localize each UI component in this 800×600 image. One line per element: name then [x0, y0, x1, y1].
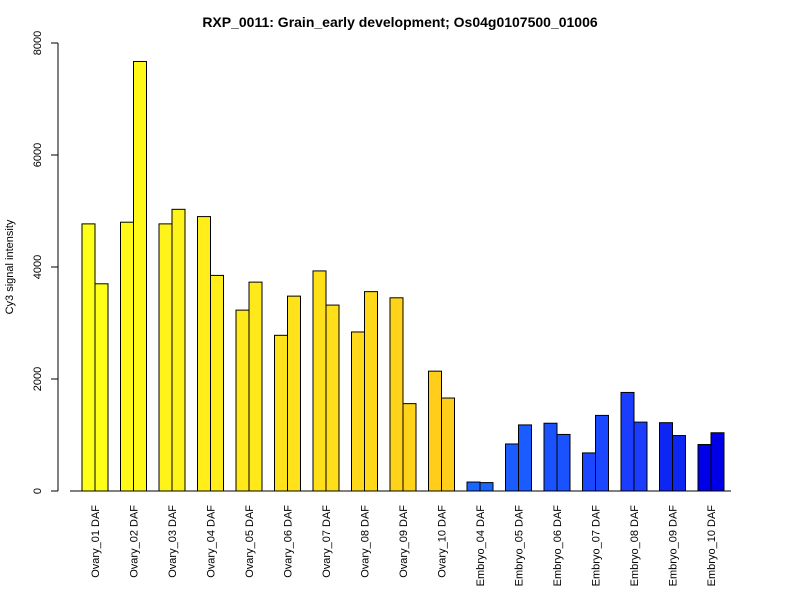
bar	[248, 281, 263, 492]
bar	[582, 452, 596, 492]
bar	[556, 433, 571, 492]
bar	[210, 274, 224, 492]
y-axis: 0 2000 4000 6000 8000	[32, 31, 59, 494]
x-tick-label: Ovary_04 DAF	[206, 505, 218, 578]
x-tick-label: Ovary_06 DAF	[283, 505, 295, 578]
y-tick-label: 8000	[32, 31, 44, 55]
y-tick-label: 4000	[32, 255, 44, 279]
bar	[441, 397, 455, 492]
bars-group	[81, 60, 725, 492]
bar	[171, 208, 186, 492]
x-tick-label: Ovary_07 DAF	[321, 505, 333, 578]
y-tick-label: 6000	[32, 143, 44, 167]
x-tick-label: Ovary_02 DAF	[129, 505, 141, 578]
x-tick-label: Ovary_03 DAF	[167, 505, 179, 578]
chart-title: RXP_0011: Grain_early development; Os04g…	[202, 14, 598, 30]
bar	[543, 422, 558, 492]
bar	[518, 424, 532, 492]
x-tick-label: Ovary_01 DAF	[90, 505, 102, 578]
x-tick-label: Ovary_09 DAF	[398, 505, 410, 578]
x-tick-label: Embryo_04 DAF	[475, 505, 487, 587]
bar	[351, 331, 365, 492]
bar	[402, 403, 417, 492]
x-tick-label: Embryo_10 DAF	[706, 505, 718, 587]
x-tick-label: Ovary_05 DAF	[244, 505, 256, 578]
bar	[120, 221, 134, 492]
bar	[428, 370, 442, 492]
y-tick-label: 2000	[32, 367, 44, 391]
x-tick-label: Embryo_09 DAF	[668, 505, 680, 587]
y-axis-label: Cy3 signal intensity	[4, 219, 16, 314]
bar	[697, 444, 712, 492]
bar	[466, 481, 481, 492]
bar	[633, 421, 648, 492]
bar	[595, 414, 609, 492]
bar	[672, 435, 686, 492]
bar	[274, 334, 288, 492]
x-tick-label: Embryo_06 DAF	[552, 505, 564, 587]
x-axis: Ovary_01 DAF Ovary_02 DAF Ovary_03 DAF Ovar…	[70, 490, 731, 587]
bar	[235, 309, 250, 492]
bar	[479, 482, 494, 492]
bar	[158, 223, 173, 492]
x-tick-label: Embryo_08 DAF	[629, 505, 641, 587]
bar	[94, 283, 109, 492]
x-tick-label: Ovary_08 DAF	[360, 505, 372, 578]
x-tick-label: Embryo_05 DAF	[514, 505, 526, 587]
bar	[325, 304, 340, 492]
bar	[81, 223, 96, 492]
x-tick-label: Embryo_07 DAF	[591, 505, 603, 587]
bar	[312, 270, 327, 492]
y-tick-label: 0	[32, 488, 44, 494]
bar	[287, 295, 301, 492]
bar	[389, 297, 404, 492]
bar	[620, 391, 635, 492]
bar	[197, 216, 211, 492]
x-tick-label: Ovary_10 DAF	[437, 505, 449, 578]
bar	[133, 60, 147, 492]
bar	[710, 432, 725, 492]
bar	[364, 291, 378, 492]
bar	[659, 422, 673, 492]
bar	[505, 443, 519, 492]
